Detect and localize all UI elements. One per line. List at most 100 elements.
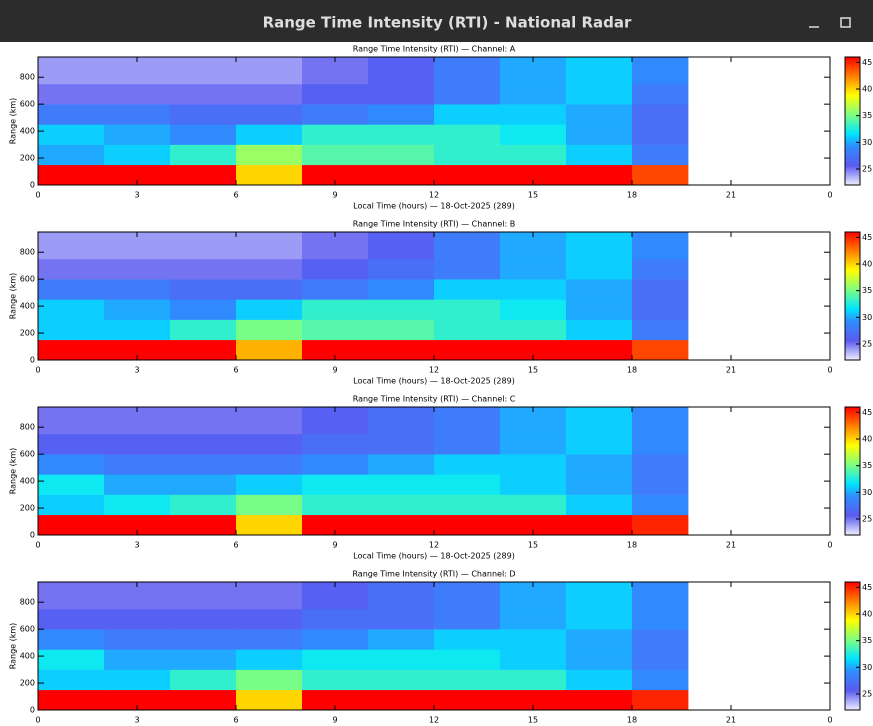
colorbar-tick-label: 40 bbox=[862, 260, 872, 269]
heat-cell bbox=[566, 669, 633, 691]
heat-cell bbox=[434, 83, 501, 105]
heat-cell bbox=[566, 407, 633, 435]
y-tick-label: 600 bbox=[20, 275, 35, 284]
heat-cell bbox=[632, 454, 689, 475]
colorbar-tick-label: 40 bbox=[862, 435, 872, 444]
heat-cell bbox=[236, 319, 303, 341]
x-tick-label: 3 bbox=[134, 366, 139, 375]
heat-cell bbox=[368, 407, 435, 435]
colorbar-tick-label: 40 bbox=[862, 85, 872, 94]
heat-cell bbox=[236, 407, 303, 435]
x-tick-label: 18 bbox=[627, 716, 637, 725]
x-tick-label: 0 bbox=[827, 541, 832, 550]
heat-cell bbox=[368, 608, 435, 630]
heat-cell bbox=[302, 339, 369, 361]
heat-cell bbox=[500, 144, 567, 166]
heat-cell bbox=[236, 494, 303, 516]
heat-cell bbox=[566, 514, 633, 536]
heat-cell bbox=[236, 669, 303, 691]
x-axis-label: Local Time (hours) — 18-Oct-2025 (289) bbox=[353, 202, 515, 211]
heat-cell bbox=[434, 57, 501, 85]
y-tick-label: 600 bbox=[20, 100, 35, 109]
heat-cell bbox=[632, 299, 689, 320]
heat-cell bbox=[170, 407, 237, 435]
chart-title: Range Time Intensity (RTI) — Channel: B bbox=[353, 220, 516, 229]
colorbar-tick-label: 30 bbox=[862, 663, 872, 672]
y-tick-label: 600 bbox=[20, 450, 35, 459]
colorbar bbox=[844, 56, 861, 186]
heat-cell bbox=[236, 433, 303, 455]
heat-cell bbox=[38, 339, 105, 361]
heat-cell bbox=[566, 494, 633, 516]
x-tick-label: 0 bbox=[827, 366, 832, 375]
heat-cell bbox=[302, 649, 369, 670]
heat-cell bbox=[368, 629, 435, 650]
x-tick-label: 12 bbox=[429, 716, 439, 725]
heat-cell bbox=[38, 144, 105, 166]
x-tick-label: 21 bbox=[726, 191, 736, 200]
heat-cell bbox=[170, 319, 237, 341]
heat-cell bbox=[434, 258, 501, 280]
x-tick-label: 15 bbox=[528, 191, 538, 200]
y-tick-label: 800 bbox=[20, 598, 35, 607]
heat-cell bbox=[302, 299, 369, 320]
heat-cell bbox=[38, 104, 105, 125]
heat-cell bbox=[38, 258, 105, 280]
x-tick-label: 9 bbox=[332, 366, 337, 375]
colorbar-tick-label: 30 bbox=[862, 488, 872, 497]
heat-cell bbox=[434, 433, 501, 455]
heat-cell bbox=[170, 454, 237, 475]
heat-cell bbox=[632, 433, 689, 455]
heat-cell bbox=[38, 669, 105, 691]
heat-cell bbox=[38, 494, 105, 516]
x-tick-label: 21 bbox=[726, 366, 736, 375]
colorbar-tick-label: 25 bbox=[862, 690, 872, 699]
heat-cell bbox=[368, 124, 435, 145]
heat-cell bbox=[500, 454, 567, 475]
heat-cell bbox=[302, 124, 369, 145]
y-axis-label: Range (km) bbox=[9, 448, 18, 495]
heat-cell bbox=[632, 104, 689, 125]
heat-cell bbox=[368, 279, 435, 300]
heat-cell bbox=[38, 514, 105, 536]
heat-cell bbox=[38, 299, 105, 320]
heat-cell bbox=[236, 164, 303, 186]
heat-cell bbox=[368, 83, 435, 105]
chart-title: Range Time Intensity (RTI) — Channel: C bbox=[353, 395, 516, 404]
heat-cell bbox=[500, 339, 567, 361]
heat-cell bbox=[368, 319, 435, 341]
heat-cell bbox=[104, 124, 171, 145]
y-tick-label: 800 bbox=[20, 423, 35, 432]
heat-cell bbox=[566, 433, 633, 455]
heat-cell bbox=[104, 649, 171, 670]
x-tick-label: 6 bbox=[233, 191, 238, 200]
heat-cell bbox=[38, 433, 105, 455]
x-tick-label: 12 bbox=[429, 366, 439, 375]
heat-cell bbox=[500, 629, 567, 650]
heat-cell bbox=[500, 649, 567, 670]
x-tick-label: 0 bbox=[827, 716, 832, 725]
heat-cell bbox=[38, 279, 105, 300]
heat-cell bbox=[632, 494, 689, 516]
heat-cell bbox=[170, 339, 237, 361]
heat-cell bbox=[104, 669, 171, 691]
heat-cell bbox=[38, 454, 105, 475]
heat-cell bbox=[38, 629, 105, 650]
maximize-button[interactable] bbox=[840, 17, 851, 28]
heat-cell bbox=[566, 124, 633, 145]
heat-cell bbox=[632, 279, 689, 300]
heat-cell bbox=[368, 689, 435, 711]
heat-cell bbox=[434, 299, 501, 320]
colorbar-tick-label: 35 bbox=[862, 286, 872, 295]
heat-cell bbox=[302, 454, 369, 475]
heat-cell bbox=[500, 474, 567, 495]
heat-cell bbox=[236, 649, 303, 670]
heat-cell bbox=[170, 629, 237, 650]
colorbar-tick-label: 30 bbox=[862, 138, 872, 147]
heat-cell bbox=[632, 258, 689, 280]
y-tick-label: 200 bbox=[20, 679, 35, 688]
x-tick-label: 15 bbox=[528, 541, 538, 550]
chart-title: Range Time Intensity (RTI) — Channel: A bbox=[353, 45, 516, 54]
heat-cell bbox=[38, 57, 105, 85]
